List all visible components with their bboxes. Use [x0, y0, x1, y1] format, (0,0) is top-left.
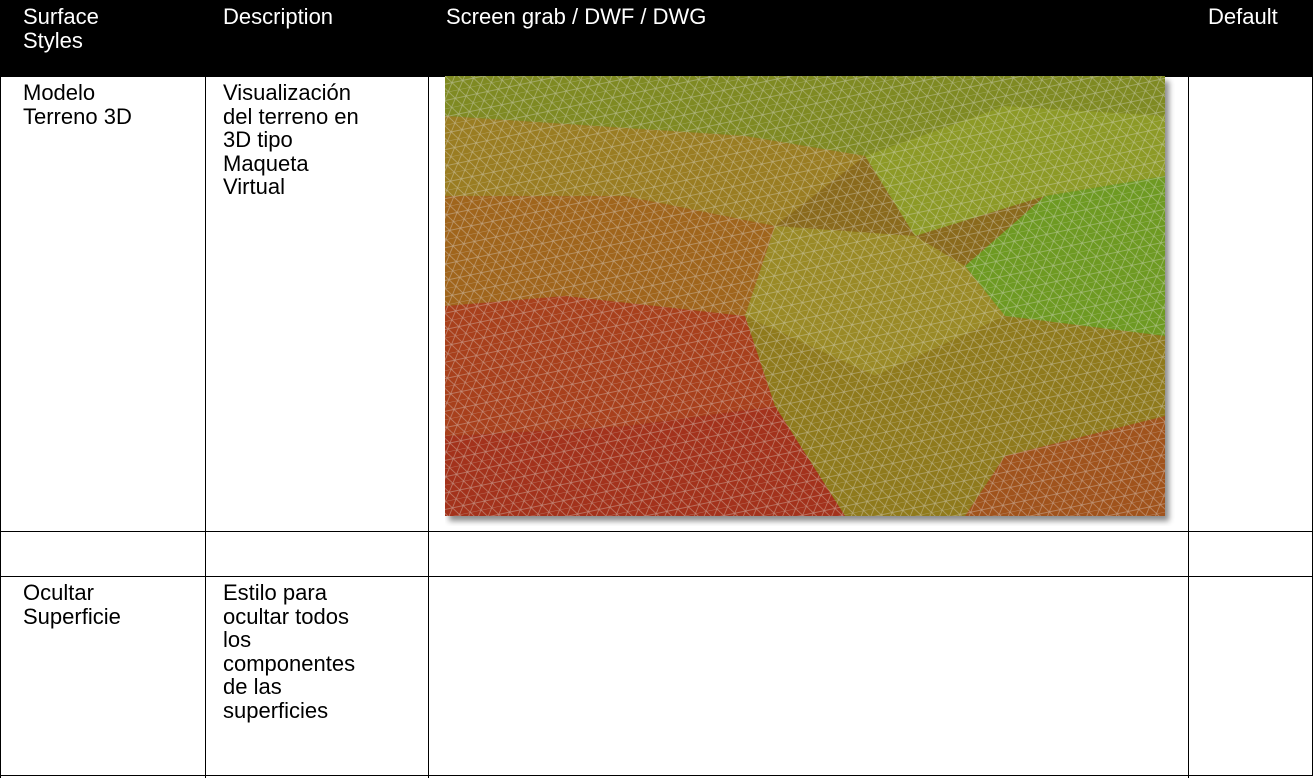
table-cell — [0, 531, 206, 577]
table-cell: Estilo para ocultar todos los componentes de… — [205, 576, 429, 778]
cell-text: Surface — [23, 4, 99, 29]
table-cell — [428, 531, 1189, 577]
cell-text: los — [223, 627, 252, 652]
table-cell — [428, 576, 1189, 778]
cell-text: Terreno 3D — [23, 103, 132, 129]
cell-text: Ocultar — [23, 580, 94, 605]
terrain-image — [445, 76, 1165, 516]
table-cell — [1188, 531, 1313, 577]
cell-text: superficies — [223, 697, 329, 723]
cell-text: Maqueta — [223, 150, 309, 176]
cell-text: 3D tipo — [223, 127, 293, 152]
cell-text: Screen grab / DWF / DWG — [446, 4, 707, 29]
cell-text: ocultar todos — [223, 603, 349, 629]
header-cell: Surface Styles — [0, 0, 206, 77]
cell-text: Virtual — [223, 174, 285, 199]
header-cell: Description — [205, 0, 429, 77]
cell-text: Superficie — [23, 603, 121, 629]
table-cell — [205, 531, 429, 577]
cell-text: de las — [223, 674, 282, 699]
table-cell: Visualización del terreno en 3D tipo Maquet… — [205, 76, 429, 532]
cell-text: componentes — [223, 650, 356, 676]
cell-text: Estilo para — [223, 580, 327, 605]
header-cell: Screen grab / DWF / DWG — [428, 0, 1189, 77]
table-cell: Modelo Terreno 3D — [0, 76, 206, 532]
cell-text: Default — [1208, 4, 1278, 29]
cell-text: Description — [223, 4, 334, 29]
cell-text: Visualización — [223, 80, 352, 105]
cell-text: del terreno en — [223, 103, 359, 129]
cell-text: Styles — [23, 27, 83, 53]
table-cell — [1188, 576, 1313, 778]
table-cell — [1188, 76, 1313, 532]
header-cell: Default — [1188, 0, 1313, 77]
cell-text: Modelo — [23, 80, 96, 105]
table-cell: Ocultar Superficie — [0, 576, 206, 778]
